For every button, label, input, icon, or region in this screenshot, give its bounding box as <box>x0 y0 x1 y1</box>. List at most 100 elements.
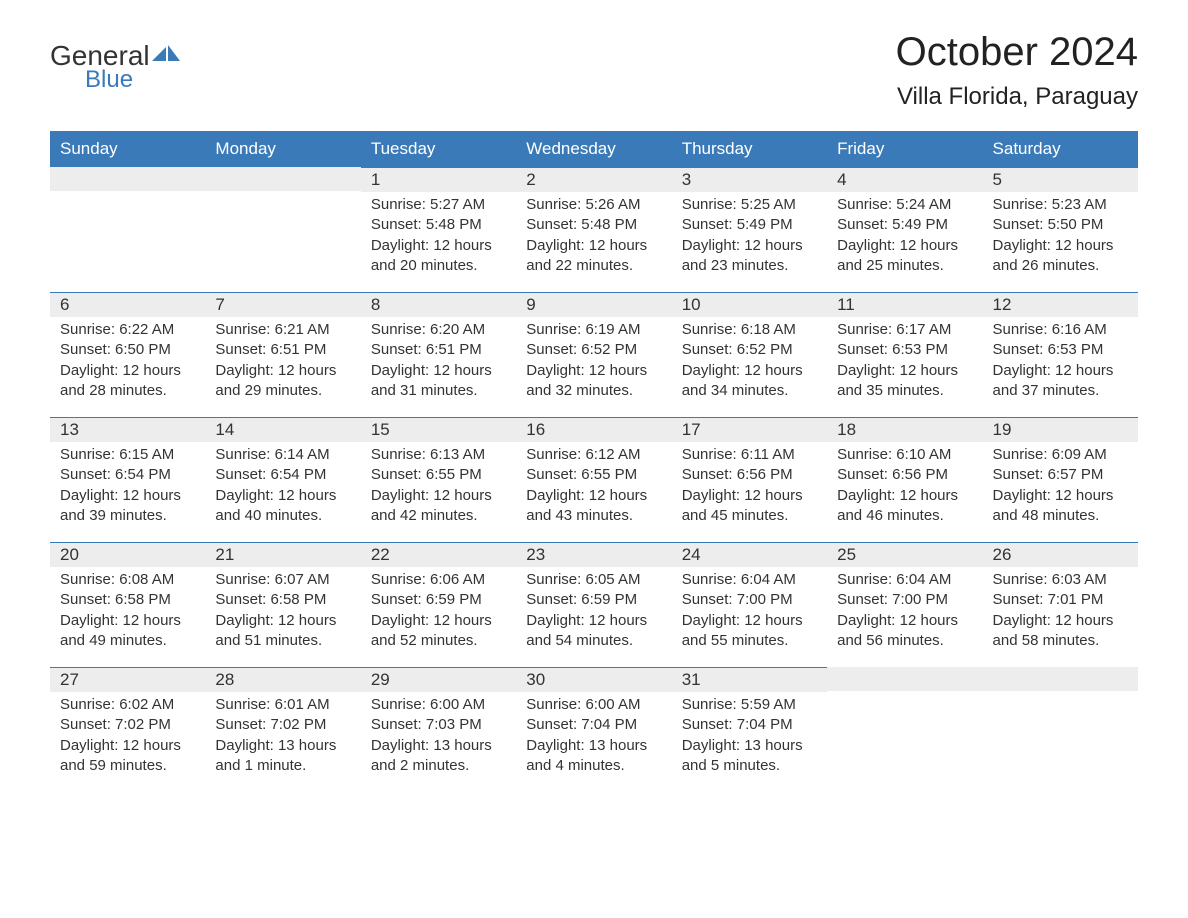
sunset-text: Sunset: 6:52 PM <box>682 340 817 360</box>
day-cell: 20Sunrise: 6:08 AMSunset: 6:58 PMDayligh… <box>50 542 205 667</box>
day-number: 19 <box>983 417 1138 442</box>
day-cell: 7Sunrise: 6:21 AMSunset: 6:51 PMDaylight… <box>205 292 360 417</box>
day-number: 22 <box>361 542 516 567</box>
day-info: Sunrise: 6:21 AMSunset: 6:51 PMDaylight:… <box>205 317 360 417</box>
sunrise-text: Sunrise: 6:02 AM <box>60 695 195 715</box>
day-info: Sunrise: 5:27 AMSunset: 5:48 PMDaylight:… <box>361 192 516 292</box>
day-info: Sunrise: 6:04 AMSunset: 7:00 PMDaylight:… <box>827 567 982 667</box>
sunset-text: Sunset: 6:55 PM <box>371 465 506 485</box>
day-info: Sunrise: 6:19 AMSunset: 6:52 PMDaylight:… <box>516 317 671 417</box>
sunrise-text: Sunrise: 6:00 AM <box>371 695 506 715</box>
sunset-text: Sunset: 6:59 PM <box>371 590 506 610</box>
day-cell: 4Sunrise: 5:24 AMSunset: 5:49 PMDaylight… <box>827 167 982 292</box>
sunset-text: Sunset: 7:03 PM <box>371 715 506 735</box>
day-number: 26 <box>983 542 1138 567</box>
day-number <box>50 167 205 191</box>
day-number: 4 <box>827 167 982 192</box>
sunset-text: Sunset: 6:51 PM <box>371 340 506 360</box>
daylight-text: Daylight: 12 hours and 55 minutes. <box>682 611 817 652</box>
sunrise-text: Sunrise: 5:23 AM <box>993 195 1128 215</box>
day-info: Sunrise: 6:20 AMSunset: 6:51 PMDaylight:… <box>361 317 516 417</box>
day-number: 30 <box>516 667 671 692</box>
day-cell: 6Sunrise: 6:22 AMSunset: 6:50 PMDaylight… <box>50 292 205 417</box>
day-cell: 26Sunrise: 6:03 AMSunset: 7:01 PMDayligh… <box>983 542 1138 667</box>
day-number: 2 <box>516 167 671 192</box>
sunrise-text: Sunrise: 6:19 AM <box>526 320 661 340</box>
daylight-text: Daylight: 13 hours and 5 minutes. <box>682 736 817 777</box>
sunset-text: Sunset: 6:53 PM <box>993 340 1128 360</box>
daylight-text: Daylight: 12 hours and 37 minutes. <box>993 361 1128 402</box>
day-cell: 15Sunrise: 6:13 AMSunset: 6:55 PMDayligh… <box>361 417 516 542</box>
sunset-text: Sunset: 6:53 PM <box>837 340 972 360</box>
day-cell: 27Sunrise: 6:02 AMSunset: 7:02 PMDayligh… <box>50 667 205 792</box>
day-cell: 19Sunrise: 6:09 AMSunset: 6:57 PMDayligh… <box>983 417 1138 542</box>
sunset-text: Sunset: 5:50 PM <box>993 215 1128 235</box>
day-cell: 9Sunrise: 6:19 AMSunset: 6:52 PMDaylight… <box>516 292 671 417</box>
sunset-text: Sunset: 5:48 PM <box>371 215 506 235</box>
day-cell: 29Sunrise: 6:00 AMSunset: 7:03 PMDayligh… <box>361 667 516 792</box>
day-number: 6 <box>50 292 205 317</box>
day-cell: 24Sunrise: 6:04 AMSunset: 7:00 PMDayligh… <box>672 542 827 667</box>
day-cell: 12Sunrise: 6:16 AMSunset: 6:53 PMDayligh… <box>983 292 1138 417</box>
week-row: 1Sunrise: 5:27 AMSunset: 5:48 PMDaylight… <box>50 167 1138 292</box>
sunrise-text: Sunrise: 6:12 AM <box>526 445 661 465</box>
sunset-text: Sunset: 6:51 PM <box>215 340 350 360</box>
day-info: Sunrise: 6:15 AMSunset: 6:54 PMDaylight:… <box>50 442 205 542</box>
day-info: Sunrise: 6:04 AMSunset: 7:00 PMDaylight:… <box>672 567 827 667</box>
logo: General Blue <box>50 40 180 94</box>
daylight-text: Daylight: 12 hours and 32 minutes. <box>526 361 661 402</box>
daylight-text: Daylight: 12 hours and 54 minutes. <box>526 611 661 652</box>
day-number: 1 <box>361 167 516 192</box>
sunrise-text: Sunrise: 6:13 AM <box>371 445 506 465</box>
dayname-friday: Friday <box>827 131 982 167</box>
sunset-text: Sunset: 6:54 PM <box>215 465 350 485</box>
dayname-saturday: Saturday <box>983 131 1138 167</box>
week-row: 27Sunrise: 6:02 AMSunset: 7:02 PMDayligh… <box>50 667 1138 792</box>
sunset-text: Sunset: 7:02 PM <box>215 715 350 735</box>
daylight-text: Daylight: 12 hours and 25 minutes. <box>837 236 972 277</box>
day-cell: 11Sunrise: 6:17 AMSunset: 6:53 PMDayligh… <box>827 292 982 417</box>
day-number: 3 <box>672 167 827 192</box>
day-cell: 21Sunrise: 6:07 AMSunset: 6:58 PMDayligh… <box>205 542 360 667</box>
calendar: Sunday Monday Tuesday Wednesday Thursday… <box>50 131 1138 792</box>
day-number <box>205 167 360 191</box>
sunrise-text: Sunrise: 5:27 AM <box>371 195 506 215</box>
day-info: Sunrise: 6:16 AMSunset: 6:53 PMDaylight:… <box>983 317 1138 417</box>
daylight-text: Daylight: 13 hours and 1 minute. <box>215 736 350 777</box>
day-cell: 23Sunrise: 6:05 AMSunset: 6:59 PMDayligh… <box>516 542 671 667</box>
day-info: Sunrise: 6:08 AMSunset: 6:58 PMDaylight:… <box>50 567 205 667</box>
sunset-text: Sunset: 6:58 PM <box>60 590 195 610</box>
day-cell: 13Sunrise: 6:15 AMSunset: 6:54 PMDayligh… <box>50 417 205 542</box>
day-info: Sunrise: 6:07 AMSunset: 6:58 PMDaylight:… <box>205 567 360 667</box>
day-cell: 1Sunrise: 5:27 AMSunset: 5:48 PMDaylight… <box>361 167 516 292</box>
day-number: 13 <box>50 417 205 442</box>
day-cell <box>827 667 982 792</box>
daylight-text: Daylight: 12 hours and 48 minutes. <box>993 486 1128 527</box>
day-number: 16 <box>516 417 671 442</box>
day-number: 18 <box>827 417 982 442</box>
daylight-text: Daylight: 12 hours and 34 minutes. <box>682 361 817 402</box>
day-cell: 10Sunrise: 6:18 AMSunset: 6:52 PMDayligh… <box>672 292 827 417</box>
day-info: Sunrise: 6:17 AMSunset: 6:53 PMDaylight:… <box>827 317 982 417</box>
daylight-text: Daylight: 12 hours and 26 minutes. <box>993 236 1128 277</box>
daylight-text: Daylight: 12 hours and 49 minutes. <box>60 611 195 652</box>
day-number: 23 <box>516 542 671 567</box>
day-number: 29 <box>361 667 516 692</box>
daylight-text: Daylight: 12 hours and 39 minutes. <box>60 486 195 527</box>
daylight-text: Daylight: 12 hours and 45 minutes. <box>682 486 817 527</box>
dayname-row: Sunday Monday Tuesday Wednesday Thursday… <box>50 131 1138 167</box>
day-cell: 3Sunrise: 5:25 AMSunset: 5:49 PMDaylight… <box>672 167 827 292</box>
day-number: 10 <box>672 292 827 317</box>
day-number <box>983 667 1138 691</box>
sunset-text: Sunset: 7:01 PM <box>993 590 1128 610</box>
day-info: Sunrise: 6:10 AMSunset: 6:56 PMDaylight:… <box>827 442 982 542</box>
sunset-text: Sunset: 6:54 PM <box>60 465 195 485</box>
header: General Blue October 2024 Villa Florida,… <box>50 30 1138 121</box>
sunset-text: Sunset: 7:02 PM <box>60 715 195 735</box>
sunrise-text: Sunrise: 5:26 AM <box>526 195 661 215</box>
day-number: 12 <box>983 292 1138 317</box>
daylight-text: Daylight: 13 hours and 4 minutes. <box>526 736 661 777</box>
sunset-text: Sunset: 6:55 PM <box>526 465 661 485</box>
day-number: 20 <box>50 542 205 567</box>
title-block: October 2024 Villa Florida, Paraguay <box>896 30 1138 121</box>
